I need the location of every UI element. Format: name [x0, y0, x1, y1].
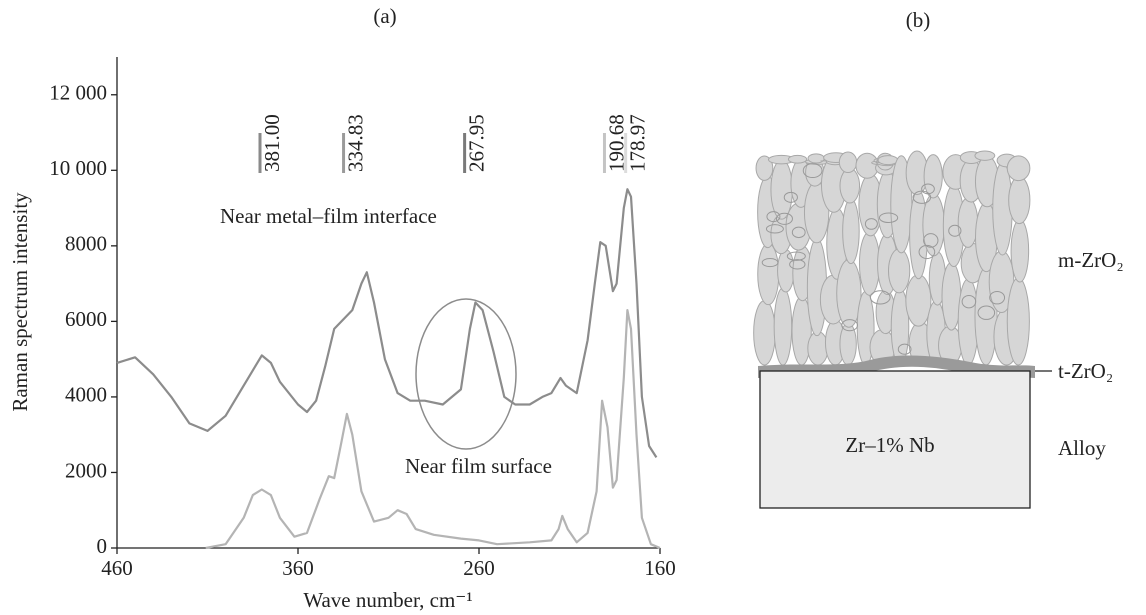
grain	[843, 199, 860, 264]
y-tick-label: 12 000	[49, 81, 107, 105]
y-tick-label: 6000	[65, 307, 107, 331]
grain	[1011, 220, 1029, 282]
peak-label: 381.00	[260, 114, 284, 172]
grain	[778, 250, 795, 292]
figure: (a) Wave number, cm⁻¹ Raman spectrum int…	[0, 0, 1146, 615]
grain	[808, 154, 824, 163]
y-tick-label: 10 000	[49, 156, 107, 180]
grain	[1007, 278, 1029, 365]
peak-label: 178.97	[625, 114, 649, 172]
layer-label: Alloy	[1058, 436, 1106, 460]
series-annotation: Near metal–film interface	[220, 204, 437, 228]
x-tick-label: 360	[282, 556, 314, 580]
x-axis-label: Wave number, cm⁻¹	[303, 588, 472, 612]
panel-title: (b)	[906, 8, 931, 32]
x-tick-label: 260	[463, 556, 495, 580]
grain	[856, 153, 878, 178]
y-tick-label: 2000	[65, 458, 107, 482]
y-tick-label: 4000	[65, 383, 107, 407]
series-line	[117, 189, 656, 457]
layer-label: m-ZrO₂	[1058, 248, 1124, 272]
grain	[975, 151, 995, 160]
grain	[840, 169, 860, 203]
grain	[839, 152, 856, 173]
layer-label: t-ZrO₂	[1058, 359, 1113, 383]
series-annotation: Near film surface	[405, 454, 552, 478]
grain	[878, 156, 898, 165]
grain	[888, 249, 909, 293]
grain	[1007, 156, 1030, 181]
page: {"chart_data": {"type": "line", "title":…	[0, 0, 1146, 615]
y-axis-label: Raman spectrum intensity	[8, 192, 32, 412]
peak-label: 267.95	[464, 114, 488, 172]
oxide-grains	[754, 151, 1030, 365]
grain	[859, 232, 879, 295]
grain	[754, 301, 776, 365]
grain	[758, 244, 779, 305]
substrate-label: Zr–1% Nb	[845, 433, 934, 457]
grain	[808, 332, 828, 365]
peak-label: 334.83	[343, 114, 367, 172]
grain	[1009, 177, 1030, 224]
panel-title: (a)	[373, 4, 396, 28]
grain	[906, 275, 931, 326]
highlight-ellipse	[416, 299, 516, 449]
grain	[774, 288, 792, 365]
x-tick-label: 160	[644, 556, 676, 580]
y-tick-label: 0	[97, 534, 108, 558]
y-tick-label: 8000	[65, 232, 107, 256]
grain	[788, 155, 806, 163]
grain	[958, 198, 978, 247]
x-tick-label: 460	[101, 556, 133, 580]
